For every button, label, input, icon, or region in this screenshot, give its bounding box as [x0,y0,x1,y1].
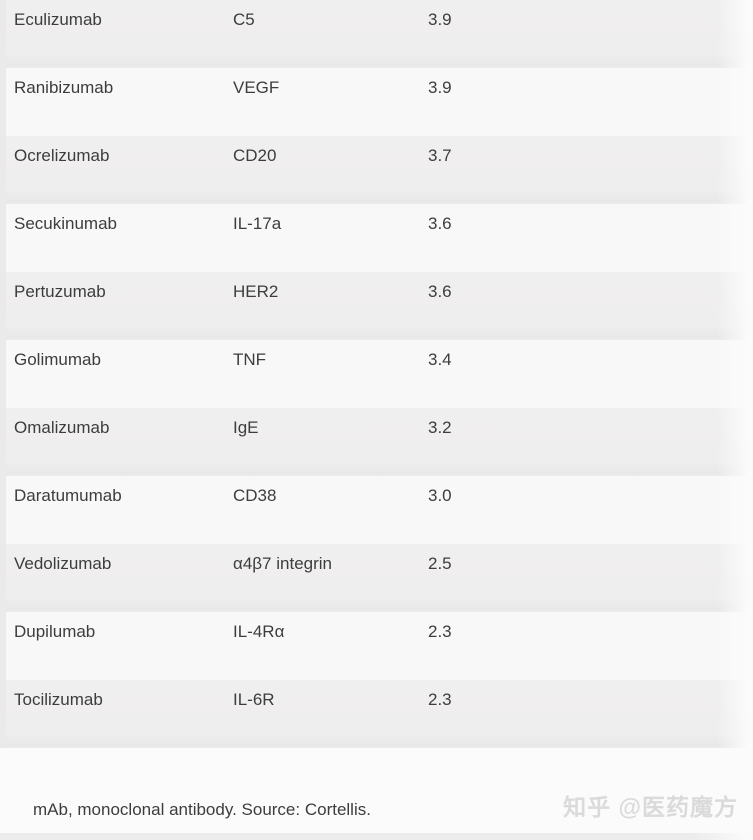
table-row: Dupilumab IL-4Rα 2.3 [6,612,753,680]
sales-value-cell: 3.7 [428,146,452,165]
target-cell: CD20 [233,146,277,165]
zhihu-watermark: 知乎 @医药魔方 [563,794,738,820]
target-cell: IL-17a [233,214,282,233]
drug-name-cell: Dupilumab [14,622,96,641]
drug-name-cell: Golimumab [14,350,101,369]
drug-name-cell: Vedolizumab [14,554,112,573]
left-margin-strip [0,0,6,833]
sales-value-cell: 3.9 [428,78,452,97]
sales-value-cell: 3.2 [428,418,452,437]
table-row: Omalizumab IgE 3.2 [6,408,753,476]
target-cell: IL-6R [233,690,275,709]
sales-value-cell: 3.4 [428,350,452,369]
table-row: Tocilizumab IL-6R 2.3 [6,680,753,748]
table-row: Ocrelizumab CD20 3.7 [6,136,753,204]
sales-value-cell: 2.5 [428,554,452,573]
table-row: Pertuzumab HER2 3.6 [6,272,753,340]
sales-value-cell: 3.6 [428,282,452,301]
target-cell: VEGF [233,78,280,97]
table-row: Vedolizumab α4β7 integrin 2.5 [6,544,753,612]
table-row: Secukinumab IL-17a 3.6 [6,204,753,272]
sales-value-cell: 3.9 [428,10,452,29]
table-row: Eculizumab C5 3.9 [6,0,753,68]
sales-value-cell: 2.3 [428,690,452,709]
target-cell: CD38 [233,486,277,505]
drug-name-cell: Eculizumab [14,10,102,29]
drug-name-cell: Daratumumab [14,486,122,505]
sales-value-cell: 3.0 [428,486,452,505]
table-row: Daratumumab CD38 3.0 [6,476,753,544]
drug-name-cell: Omalizumab [14,418,110,437]
table-row: Golimumab TNF 3.4 [6,340,753,408]
drug-name-cell: Tocilizumab [14,690,103,709]
next-row-sliver [0,833,753,840]
drug-name-cell: Ocrelizumab [14,146,110,165]
target-cell: IL-4Rα [233,622,285,641]
target-cell: HER2 [233,282,279,301]
target-cell: C5 [233,10,255,29]
sales-value-cell: 3.6 [428,214,452,233]
footnote-text: mAb, monoclonal antibody. Source: Cortel… [33,800,371,819]
mab-sales-table: Eculizumab C5 3.9 Ranibizumab VEGF 3.9 O… [6,0,753,748]
table-row: Ranibizumab VEGF 3.9 [6,68,753,136]
drug-name-cell: Pertuzumab [14,282,106,301]
table-footer: mAb, monoclonal antibody. Source: Cortel… [0,748,753,840]
drug-name-cell: Secukinumab [14,214,118,233]
target-cell: TNF [233,350,267,369]
target-cell: IgE [233,418,259,437]
drug-name-cell: Ranibizumab [14,78,114,97]
target-cell: α4β7 integrin [233,554,332,573]
sales-value-cell: 2.3 [428,622,452,641]
